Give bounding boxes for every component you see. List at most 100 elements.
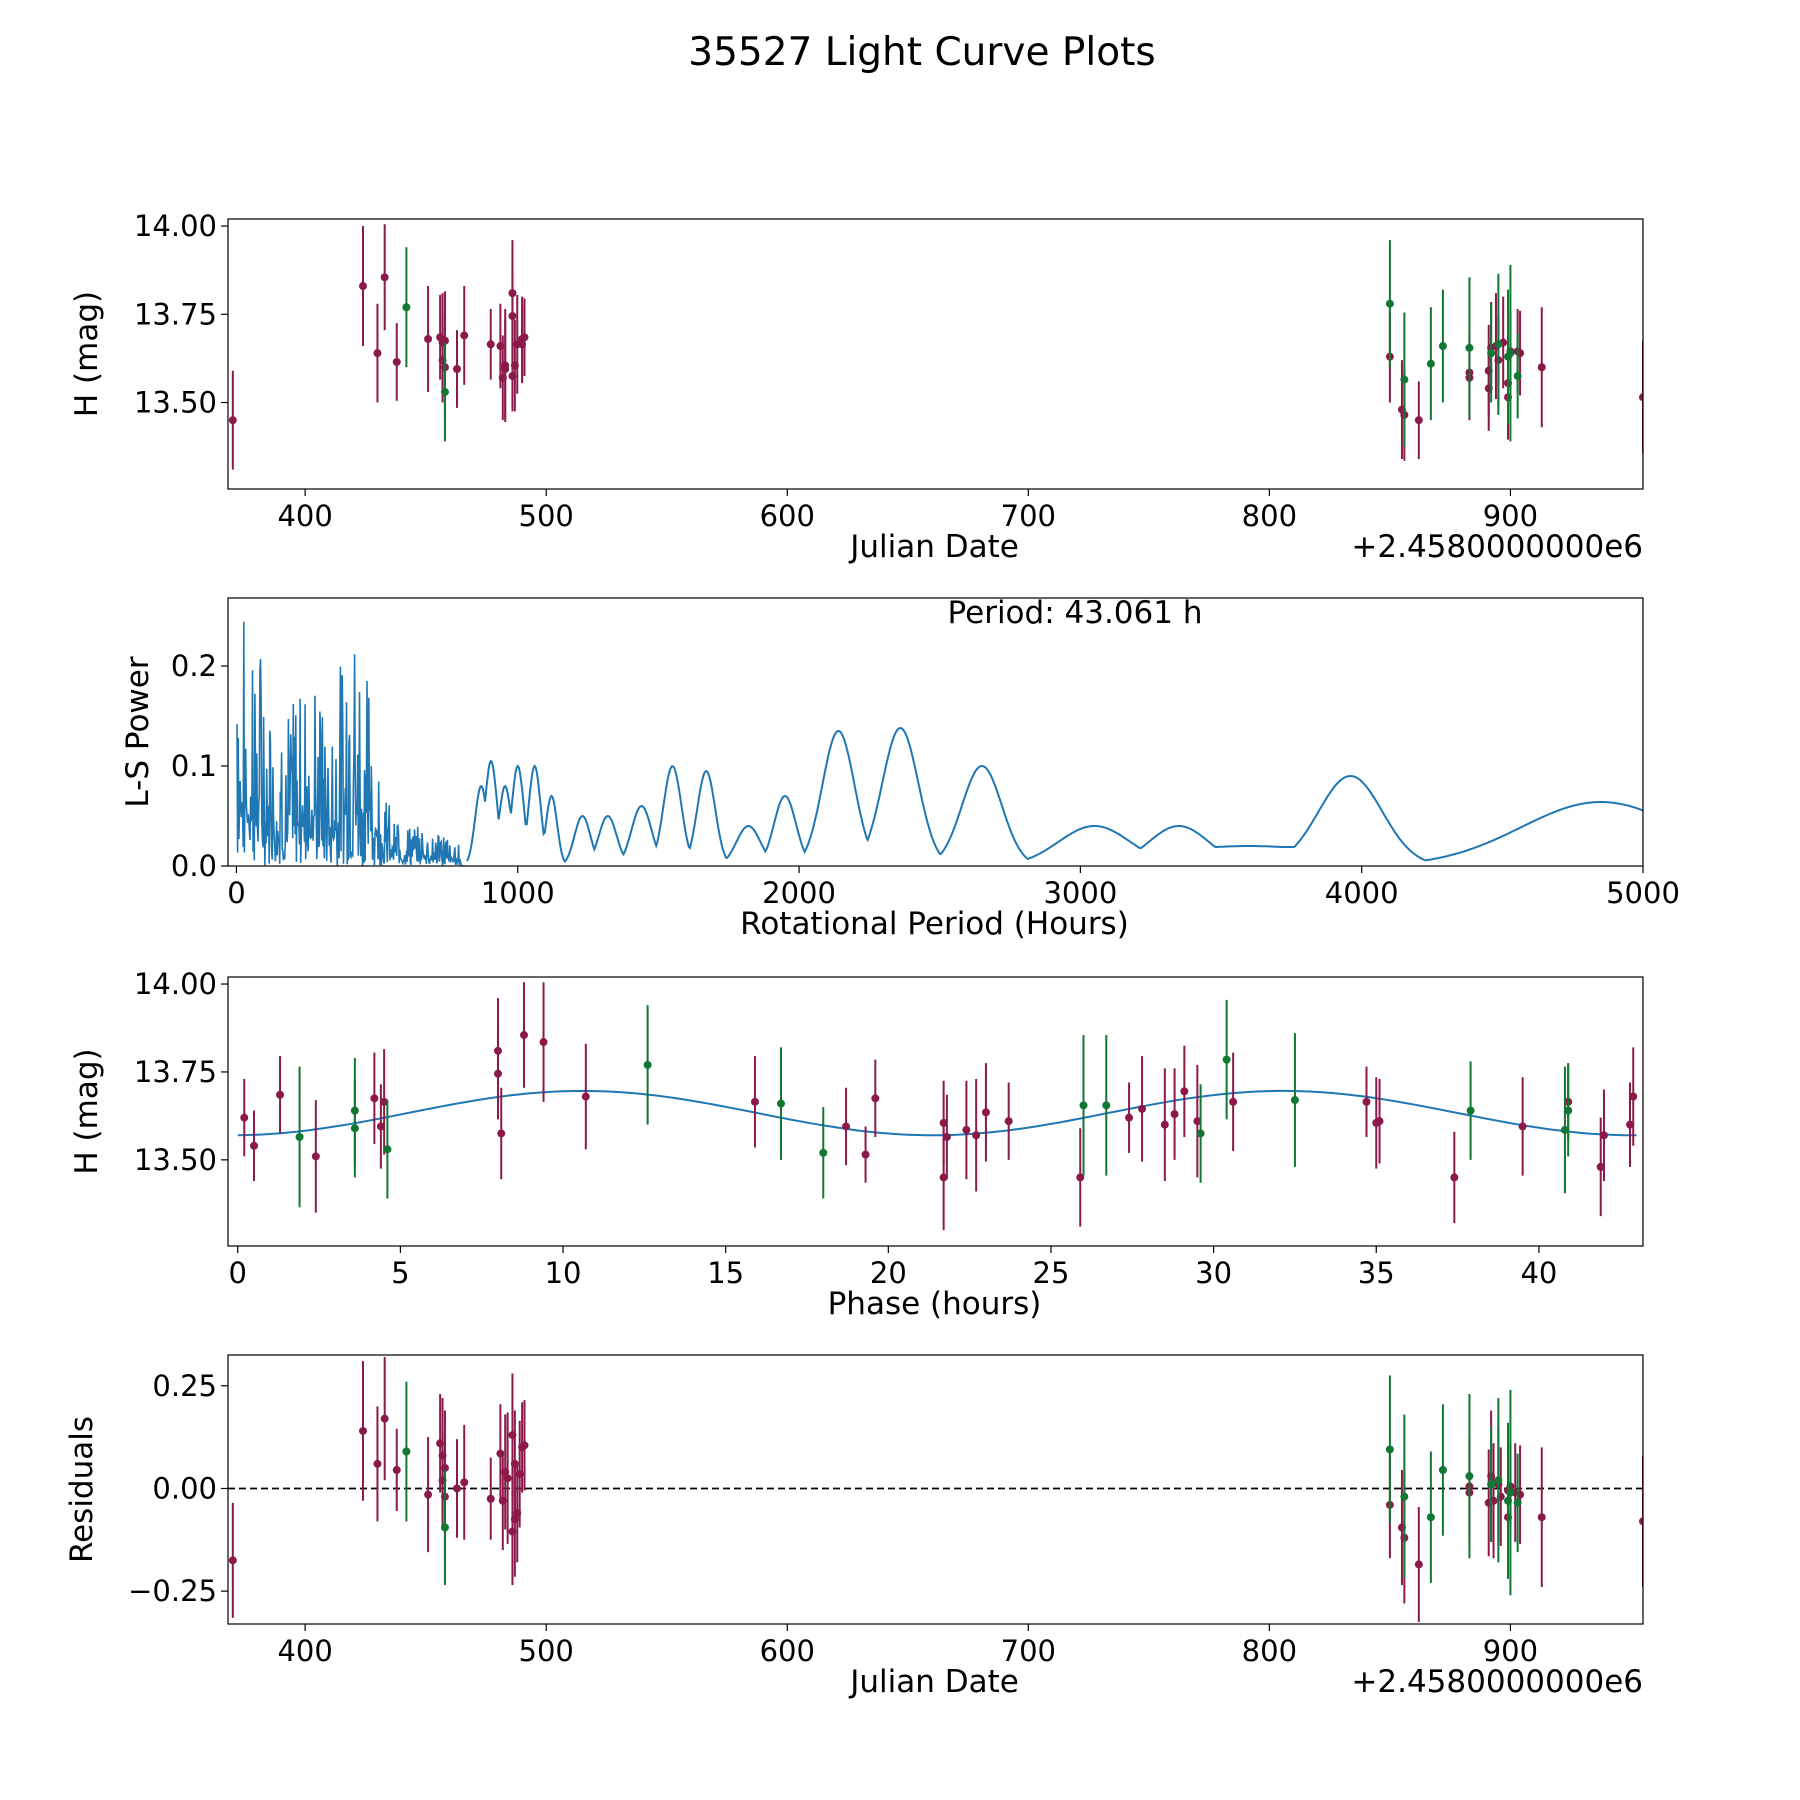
data-point — [358, 1426, 367, 1435]
data-point — [402, 303, 411, 312]
data-point — [228, 416, 237, 425]
series-filter-green — [402, 1375, 1522, 1596]
x-tick-label: 2000 — [762, 876, 836, 910]
data-point — [276, 1090, 285, 1099]
light-curve-frame — [227, 218, 1644, 490]
data-point — [962, 1125, 971, 1134]
y-tick-label: 0.1 — [171, 749, 217, 783]
data-point — [228, 1556, 237, 1565]
data-point — [520, 1441, 529, 1450]
data-point — [1513, 372, 1522, 381]
data-point — [380, 1097, 389, 1106]
data-point — [240, 1113, 249, 1122]
x-axis-label: Julian Date — [848, 1664, 1019, 1700]
data-point — [383, 1145, 392, 1154]
x-tick-label: 800 — [1242, 1634, 1297, 1668]
x-tick-label: 1000 — [481, 876, 555, 910]
data-point — [1537, 363, 1546, 372]
data-point — [493, 1069, 502, 1078]
data-point — [1487, 1480, 1496, 1489]
data-point — [508, 312, 517, 321]
data-point — [972, 1131, 981, 1140]
data-point — [1125, 1113, 1134, 1122]
data-point — [1465, 343, 1474, 352]
periodogram-line — [466, 726, 1643, 864]
x-tick-label: 500 — [519, 499, 574, 533]
y-axis-label: Residuals — [64, 1416, 100, 1563]
data-point — [1160, 1120, 1169, 1129]
data-point — [1362, 1097, 1371, 1106]
y-tick-label: 14.00 — [134, 967, 217, 1001]
data-point — [503, 1474, 512, 1483]
data-point — [440, 387, 449, 396]
light-curve-panel: 400 500 600 700 800 900 13.50 13.75 14.00 Julian … — [69, 209, 1644, 565]
y-tick-label: 0.2 — [171, 649, 217, 683]
data-point — [358, 282, 367, 291]
periodogram-frame — [227, 597, 1644, 867]
x-tick-label: 3000 — [1043, 876, 1117, 910]
data-point — [581, 1092, 590, 1101]
x-tick-label: 500 — [519, 1634, 574, 1668]
x-tick-label: 30 — [1195, 1256, 1232, 1290]
y-tick-label: 13.50 — [134, 1143, 217, 1177]
data-point — [1414, 416, 1423, 425]
figure-title: 35527 Light Curve Plots — [688, 30, 1155, 75]
y-tick-label: 13.50 — [134, 386, 217, 420]
data-point — [1076, 1173, 1085, 1182]
data-point — [1466, 1106, 1475, 1115]
data-point — [939, 1118, 948, 1127]
data-point — [424, 335, 433, 343]
data-point — [380, 1414, 389, 1423]
data-point — [350, 1124, 359, 1133]
data-point — [1426, 359, 1435, 368]
y-tick-label: −0.25 — [128, 1574, 217, 1608]
x-tick-label: 900 — [1483, 499, 1538, 533]
phased-curve-panel: 0 5 10 15 20 25 30 35 40 13.50 13.75 14.00 Phase (ho… — [69, 967, 1644, 1322]
x-tick-label: 10 — [545, 1256, 582, 1290]
data-point — [402, 1447, 411, 1456]
data-point — [1465, 1472, 1474, 1481]
data-point — [861, 1150, 870, 1159]
residuals-plot-area — [228, 1357, 1643, 1622]
data-point — [370, 1094, 379, 1103]
y-tick-label: 0.25 — [152, 1369, 217, 1403]
x-tick-label: 5000 — [1606, 876, 1680, 910]
data-point — [1438, 342, 1447, 351]
x-tick-label: 0 — [227, 876, 245, 910]
x-offset-text: +2.4580000000e6 — [1351, 529, 1643, 565]
data-point — [1426, 1513, 1435, 1522]
data-point — [1004, 1117, 1013, 1126]
data-point — [520, 333, 529, 342]
data-point — [453, 1484, 462, 1493]
data-point — [1506, 349, 1515, 358]
x-tick-label: 400 — [277, 499, 332, 533]
x-axis-label: Phase (hours) — [828, 1286, 1042, 1322]
data-point — [373, 1459, 382, 1468]
phased-curve-frame — [227, 976, 1644, 1247]
light-curve-plot-area — [228, 224, 1643, 470]
data-point — [497, 1129, 506, 1138]
data-point — [1375, 1117, 1384, 1126]
data-point — [871, 1094, 880, 1103]
data-point — [1596, 1162, 1605, 1171]
y-axis-label: H (mag) — [69, 291, 105, 417]
data-point — [440, 1523, 449, 1532]
periodogram-plot-area — [236, 621, 1643, 866]
periodogram-noise — [236, 621, 467, 866]
x-tick-label: 15 — [707, 1256, 744, 1290]
series-filter-green — [402, 240, 1522, 447]
data-point — [1170, 1110, 1179, 1119]
x-offset-text: +2.4580000000e6 — [1351, 1664, 1643, 1700]
data-point — [1537, 1513, 1546, 1522]
x-tick-label: 35 — [1358, 1256, 1395, 1290]
data-point — [1599, 1131, 1608, 1140]
data-point — [1625, 1120, 1634, 1129]
x-tick-label: 900 — [1483, 1634, 1538, 1668]
model-curve — [237, 1089, 1637, 1137]
data-point — [501, 365, 510, 373]
data-point — [1494, 1476, 1503, 1485]
data-point — [295, 1132, 304, 1141]
data-point — [1450, 1173, 1459, 1182]
phased-curve-plot-area — [237, 982, 1638, 1231]
